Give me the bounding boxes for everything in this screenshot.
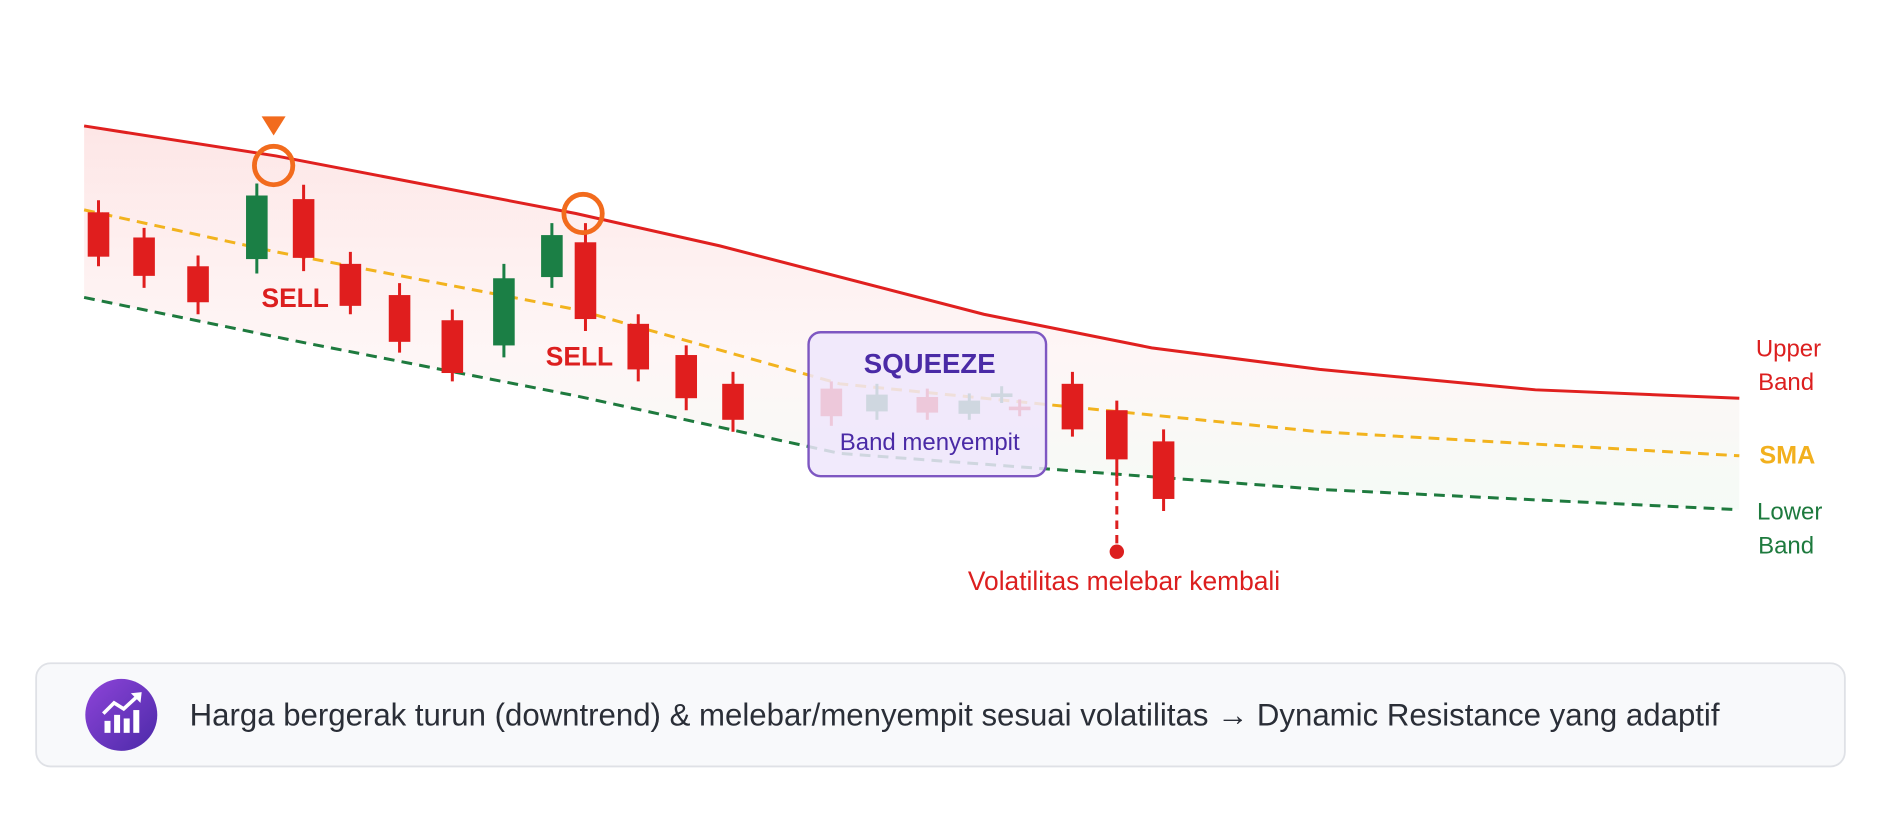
footer-icon: [85, 678, 158, 751]
squeeze-note: Band menyempit: [840, 429, 1020, 456]
sell-label: SELL: [546, 342, 613, 372]
footer-icon-glyph: [102, 692, 142, 733]
sell-arrow: [261, 116, 286, 136]
legend-upper: Upper: [1756, 336, 1821, 363]
candle-body: [441, 320, 464, 374]
candle-body: [1061, 383, 1084, 430]
candle-body: [292, 199, 315, 258]
candle-body: [1152, 441, 1175, 499]
breakout-dot: [1109, 544, 1125, 559]
breakout-label: Volatilitas melebar kembali: [968, 566, 1280, 596]
legend-sma: SMA: [1759, 442, 1815, 470]
candle-body: [627, 323, 650, 370]
lower-band: [83, 295, 1740, 512]
band-fill: [84, 125, 1740, 510]
legend-lower: Band: [1758, 532, 1814, 559]
candle-body: [574, 242, 597, 320]
candle-body: [388, 295, 411, 342]
legend-lower: Lower: [1757, 499, 1822, 526]
sell-label: SELL: [262, 283, 329, 313]
footer-text: Harga bergerak turun (downtrend) & meleb…: [190, 697, 1720, 732]
candle-body: [339, 263, 362, 306]
candle-body: [87, 212, 110, 257]
candle-body: [1106, 410, 1128, 460]
candle-body: [187, 266, 209, 303]
squeeze-title: SQUEEZE: [864, 348, 996, 379]
upper-band: [83, 124, 1740, 400]
legend-upper: Band: [1758, 369, 1814, 396]
touch-circle: [252, 143, 296, 188]
candle-body: [541, 235, 563, 278]
candles: [87, 183, 1175, 511]
footer-box: [35, 662, 1846, 768]
candle-body: [246, 195, 268, 260]
squeeze-box: [807, 331, 1048, 478]
candle-body: [675, 355, 698, 399]
candle-body: [493, 278, 515, 346]
candle-body: [722, 383, 744, 420]
touch-circle: [561, 191, 605, 236]
candle-body: [133, 237, 155, 276]
